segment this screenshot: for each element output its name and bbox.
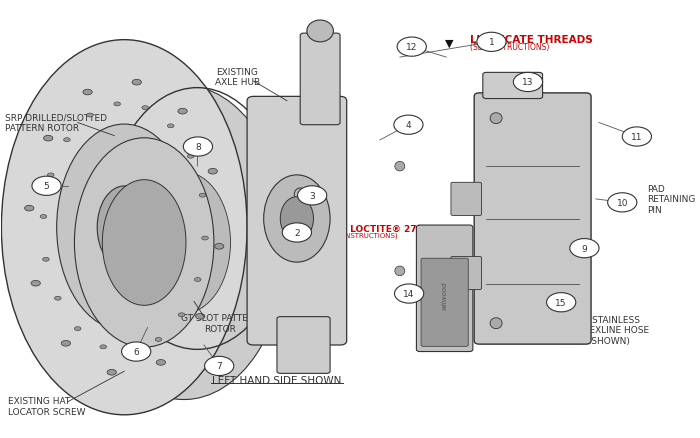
FancyBboxPatch shape <box>277 317 330 374</box>
Text: LUBRICATE THREADS: LUBRICATE THREADS <box>470 35 592 45</box>
Ellipse shape <box>25 206 34 212</box>
Text: 12: 12 <box>406 43 417 52</box>
Ellipse shape <box>208 169 218 175</box>
Ellipse shape <box>114 102 120 106</box>
FancyBboxPatch shape <box>416 226 473 352</box>
Ellipse shape <box>102 180 186 306</box>
Ellipse shape <box>280 197 314 241</box>
Ellipse shape <box>178 109 187 115</box>
Text: 10: 10 <box>617 198 628 207</box>
Text: 8: 8 <box>195 143 201 152</box>
Text: 2: 2 <box>294 229 300 237</box>
Ellipse shape <box>202 237 209 240</box>
Ellipse shape <box>43 136 53 141</box>
FancyBboxPatch shape <box>474 94 591 344</box>
Ellipse shape <box>195 278 201 282</box>
Ellipse shape <box>31 281 41 286</box>
Ellipse shape <box>294 188 306 201</box>
Ellipse shape <box>83 90 92 95</box>
Ellipse shape <box>195 314 205 319</box>
Ellipse shape <box>55 297 61 300</box>
Ellipse shape <box>264 176 330 262</box>
FancyBboxPatch shape <box>421 258 468 346</box>
Text: ▼: ▼ <box>445 39 454 49</box>
Text: 5: 5 <box>43 182 50 191</box>
Ellipse shape <box>137 173 230 314</box>
Text: 7: 7 <box>216 362 222 371</box>
Ellipse shape <box>57 125 192 331</box>
Text: 6: 6 <box>133 347 139 356</box>
Text: 3: 3 <box>309 191 315 201</box>
Text: 15: 15 <box>555 298 567 307</box>
Ellipse shape <box>199 194 206 198</box>
Ellipse shape <box>74 138 214 347</box>
Circle shape <box>183 138 213 157</box>
Ellipse shape <box>107 370 116 375</box>
Ellipse shape <box>155 338 162 342</box>
Ellipse shape <box>142 106 148 110</box>
Circle shape <box>204 357 234 376</box>
Text: SRP DRILLED/SLOTTED
PATTERN ROTOR: SRP DRILLED/SLOTTED PATTERN ROTOR <box>5 113 106 133</box>
Text: EXISTING
AXLE HUB: EXISTING AXLE HUB <box>215 68 260 87</box>
Ellipse shape <box>490 113 502 124</box>
Circle shape <box>394 116 423 135</box>
Circle shape <box>32 177 61 196</box>
Text: 14: 14 <box>403 290 415 298</box>
Ellipse shape <box>62 341 71 346</box>
Ellipse shape <box>395 162 405 172</box>
Ellipse shape <box>395 266 405 276</box>
Text: 13: 13 <box>522 78 533 87</box>
Text: EXISTING HAT
LOCATOR SCREW: EXISTING HAT LOCATOR SCREW <box>8 396 85 416</box>
Circle shape <box>122 342 150 361</box>
Circle shape <box>547 293 576 312</box>
Ellipse shape <box>178 313 185 317</box>
Ellipse shape <box>490 318 502 329</box>
FancyBboxPatch shape <box>451 183 482 216</box>
Text: GT SLOT PATTERN
ROTOR: GT SLOT PATTERN ROTOR <box>181 314 260 333</box>
Text: wilwood: wilwood <box>442 280 447 309</box>
Circle shape <box>513 73 542 92</box>
Ellipse shape <box>87 114 93 118</box>
Circle shape <box>477 33 506 52</box>
Ellipse shape <box>307 21 333 43</box>
FancyBboxPatch shape <box>247 97 346 345</box>
Circle shape <box>397 38 426 57</box>
Ellipse shape <box>81 86 287 399</box>
Ellipse shape <box>43 258 49 261</box>
Text: PAD
RETAINING
PIN: PAD RETAINING PIN <box>647 184 695 214</box>
Text: LEFT HAND SIDE SHOWN: LEFT HAND SIDE SHOWN <box>212 375 342 385</box>
Text: ADD LOCTITE® 271: ADD LOCTITE® 271 <box>326 224 424 233</box>
Ellipse shape <box>188 155 194 159</box>
Circle shape <box>608 193 637 212</box>
FancyBboxPatch shape <box>483 73 542 99</box>
Text: 9: 9 <box>582 244 587 253</box>
Ellipse shape <box>64 138 70 142</box>
Ellipse shape <box>48 173 54 177</box>
Ellipse shape <box>156 360 166 365</box>
Circle shape <box>282 223 312 243</box>
FancyBboxPatch shape <box>451 257 482 290</box>
Ellipse shape <box>100 345 106 349</box>
Text: BRAIDED STAINLESS
STEEL FLEXLINE HOSE
KIT (NOT SHOWN): BRAIDED STAINLESS STEEL FLEXLINE HOSE KI… <box>550 315 650 345</box>
Text: 1: 1 <box>489 38 494 47</box>
Ellipse shape <box>132 80 141 86</box>
Ellipse shape <box>128 349 134 353</box>
Text: (SEE INSTRUCTIONS): (SEE INSTRUCTIONS) <box>326 232 398 238</box>
FancyBboxPatch shape <box>300 34 340 125</box>
Circle shape <box>570 239 599 258</box>
Ellipse shape <box>97 187 151 269</box>
Circle shape <box>298 186 327 205</box>
Text: 11: 11 <box>631 133 643 141</box>
Text: 4: 4 <box>405 121 412 130</box>
Text: (SEE INSTRUCTIONS): (SEE INSTRUCTIONS) <box>470 42 549 52</box>
Ellipse shape <box>40 215 47 219</box>
Ellipse shape <box>215 244 224 250</box>
Ellipse shape <box>167 124 174 128</box>
Circle shape <box>622 127 652 147</box>
Circle shape <box>395 284 424 304</box>
Ellipse shape <box>1 41 247 415</box>
Ellipse shape <box>74 327 81 331</box>
